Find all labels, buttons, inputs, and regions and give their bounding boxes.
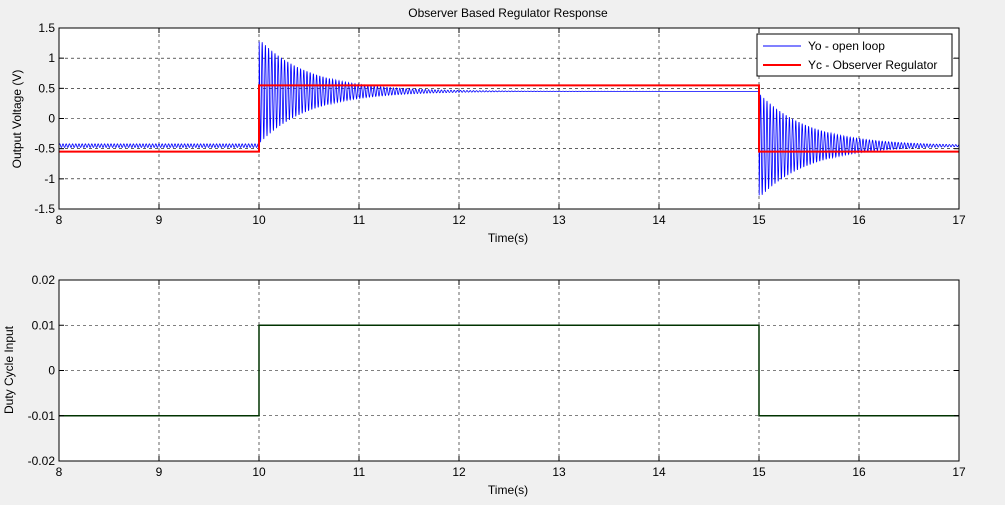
top-x-tick-label: 11 [353, 213, 366, 227]
top-y-tick-label: -1.5 [34, 202, 55, 216]
bottom-x-tick-label: 16 [852, 465, 866, 479]
series-duty-cycle [59, 324, 959, 417]
top-x-tick-label: 17 [952, 213, 966, 227]
bottom-y-axis-label: Duty Cycle Input [2, 325, 16, 414]
top-x-tick-label: 10 [252, 213, 266, 227]
bottom-x-axis-label: Time(s) [488, 483, 528, 497]
top-x-tick-label: 16 [852, 213, 866, 227]
top-y-tick-label: -0.5 [34, 142, 55, 156]
top-ticks: 8 9 10 11 12 13 14 15 16 17 -1.5 -1 -0.5 0 0.5 1 1.5 [34, 21, 966, 227]
bottom-x-tick-label: 12 [452, 465, 466, 479]
top-y-tick-label: -1 [44, 172, 55, 186]
bottom-x-tick-label: 14 [652, 465, 666, 479]
bottom-x-tick-label: 13 [552, 465, 566, 479]
top-axes: 8 9 10 11 12 13 14 15 16 17 -1.5 -1 -0.5 0 0.5 1 1.5 Obs… [10, 6, 966, 245]
top-x-tick-label: 13 [552, 213, 566, 227]
top-y-tick-label: 0 [48, 112, 55, 126]
series-open-loop [58, 41, 960, 196]
legend-label-open-loop: Yo - open loop [808, 39, 885, 53]
bottom-series [59, 324, 959, 417]
bottom-x-tick-label: 15 [752, 465, 766, 479]
bottom-x-tick-label: 11 [353, 465, 366, 479]
bottom-y-tick-label: 0.01 [32, 318, 56, 332]
bottom-y-tick-label: 0 [48, 364, 55, 378]
top-x-tick-label: 15 [752, 213, 766, 227]
legend-box [756, 33, 953, 77]
top-x-tick-label: 14 [652, 213, 666, 227]
bottom-x-tick-label: 8 [56, 465, 63, 479]
series-observer-regulator [59, 84, 959, 153]
bottom-y-tick-label: -0.02 [28, 454, 56, 468]
legend-label-observer-regulator: Yc - Observer Regulator [808, 58, 937, 72]
bottom-x-tick-label: 10 [252, 465, 266, 479]
top-x-tick-label: 12 [452, 213, 466, 227]
top-y-tick-label: 1 [48, 51, 55, 65]
top-chart-title: Observer Based Regulator Response [408, 6, 608, 20]
bottom-y-tick-label: -0.01 [28, 409, 56, 423]
bottom-x-tick-label: 17 [952, 465, 966, 479]
top-x-tick-label: 9 [156, 213, 163, 227]
top-x-axis-label: Time(s) [488, 231, 528, 245]
top-x-tick-label: 8 [56, 213, 63, 227]
top-series [58, 41, 960, 196]
bottom-y-tick-label: 0.02 [32, 273, 56, 287]
bottom-axes: 8 9 10 11 12 13 14 15 16 17 -0.02 -0.01 0 0.01 0.02 Ti… [2, 273, 966, 497]
bottom-x-tick-label: 9 [156, 465, 163, 479]
top-y-axis-label: Output Voltage (V) [10, 70, 24, 169]
bottom-ticks: 8 9 10 11 12 13 14 15 16 17 -0.02 -0.01 0 0.01 0.02 [28, 273, 966, 479]
top-y-tick-label: 1.5 [38, 21, 55, 35]
top-y-tick-label: 0.5 [38, 81, 55, 95]
legend: Yo - open loop Yc - Observer Regulator [756, 33, 953, 77]
